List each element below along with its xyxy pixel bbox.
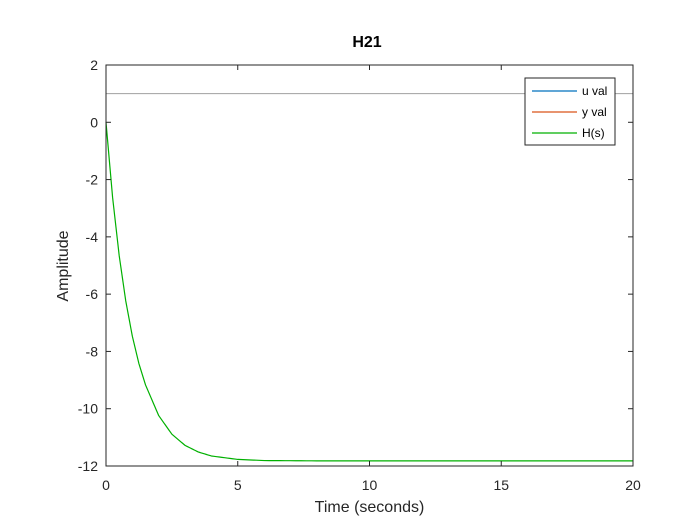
- x-tick-label: 5: [234, 477, 242, 493]
- x-tick-label: 20: [625, 477, 641, 493]
- chart-title: H21: [352, 34, 381, 51]
- y-tick-label: 2: [90, 57, 98, 73]
- y-tick-label: -2: [86, 172, 99, 188]
- y-axis-label: Amplitude: [55, 230, 72, 301]
- series-line: [105, 122, 633, 462]
- x-axis-label: Time (seconds): [315, 499, 425, 516]
- y-tick-label: -10: [78, 401, 98, 417]
- x-tick-label: 15: [493, 477, 509, 493]
- legend-label: u val: [582, 84, 607, 98]
- x-tick-label: 0: [102, 477, 110, 493]
- y-tick-label: 0: [90, 114, 98, 130]
- y-tick-label: -6: [86, 286, 99, 302]
- legend-label: y val: [582, 105, 607, 119]
- x-tick-label: 10: [362, 477, 378, 493]
- legend: u val y val H(s): [524, 77, 616, 146]
- y-tick-label: -4: [86, 229, 99, 245]
- legend-label: H(s): [582, 126, 605, 140]
- y-tick-label: -12: [78, 458, 98, 474]
- y-tick-label: -8: [86, 343, 99, 359]
- series-layer: [105, 122, 633, 462]
